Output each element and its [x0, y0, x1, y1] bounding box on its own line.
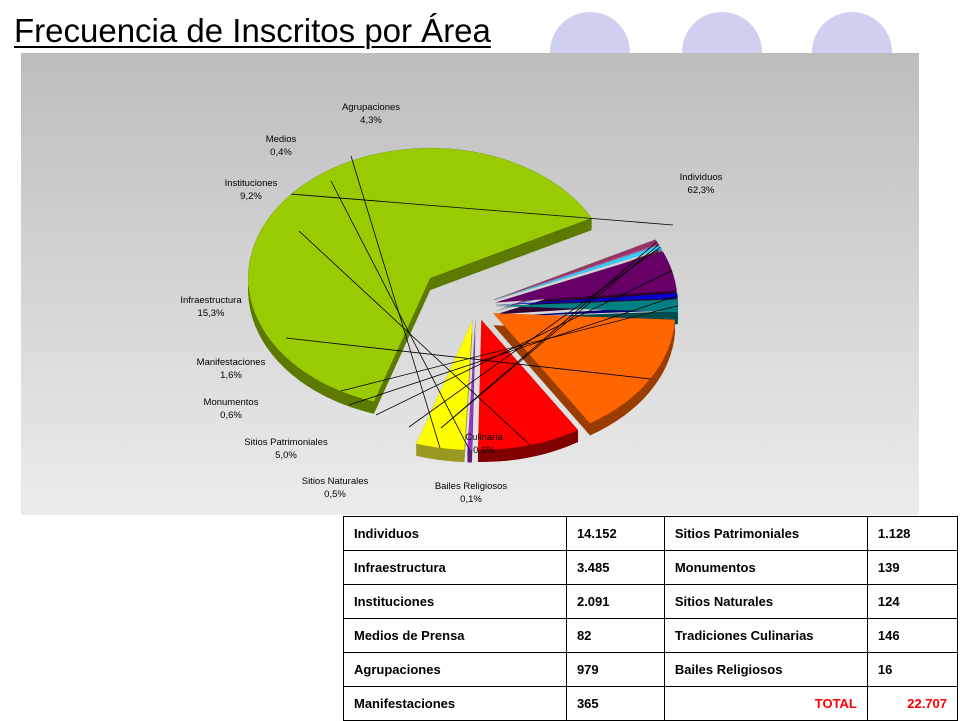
slice-percent-label: 1,6%: [220, 370, 242, 381]
slice-label: Individuos: [680, 172, 723, 183]
table-cell: 3.485: [566, 551, 664, 585]
table-cell: Infraestructura: [344, 551, 567, 585]
table-cell: Bailes Religiosos: [664, 653, 867, 687]
slice-label: Instituciones: [225, 178, 278, 189]
slice-label: Agrupaciones: [342, 102, 400, 113]
slice-label: Medios: [266, 134, 297, 145]
table-row: Infraestructura 3.485 Monumentos 139: [344, 551, 958, 585]
table-cell: Sitios Naturales: [664, 585, 867, 619]
table-cell: 2.091: [566, 585, 664, 619]
page-title: Frecuencia de Inscritos por Área: [14, 12, 491, 50]
table-cell: 14.152: [566, 517, 664, 551]
slice-percent-label: 0,4%: [270, 147, 292, 158]
table-cell: 16: [867, 653, 957, 687]
table-cell: 82: [566, 619, 664, 653]
table-cell: 365: [566, 687, 664, 721]
table-cell: Medios de Prensa: [344, 619, 567, 653]
slice-label: Monumentos: [204, 397, 259, 408]
table-cell: Individuos: [344, 517, 567, 551]
slice-percent-label: 0,5%: [324, 489, 346, 500]
table-cell: 979: [566, 653, 664, 687]
slice-label: Sitios Naturales: [302, 476, 369, 487]
table-row: Instituciones 2.091 Sitios Naturales 124: [344, 585, 958, 619]
total-value: 22.707: [867, 687, 957, 721]
slice-percent-label: 62,3%: [688, 185, 715, 196]
table-row: Individuos 14.152 Sitios Patrimoniales 1…: [344, 517, 958, 551]
data-table: Individuos 14.152 Sitios Patrimoniales 1…: [343, 516, 958, 721]
slice-label: Bailes Religiosos: [435, 481, 508, 492]
slice-percent-label: 0,1%: [460, 494, 482, 505]
table-cell: 124: [867, 585, 957, 619]
slice-percent-label: 4,3%: [360, 115, 382, 126]
total-label: TOTAL: [664, 687, 867, 721]
table-cell: 1.128: [867, 517, 957, 551]
slice-percent-label: 15,3%: [198, 308, 225, 319]
table-row: Agrupaciones 979 Bailes Religiosos 16: [344, 653, 958, 687]
slice-label: Culinaria: [465, 432, 503, 443]
slice-percent-label: 0,6%: [473, 445, 495, 456]
slice-percent-label: 0,6%: [220, 410, 242, 421]
table-row: Medios de Prensa 82 Tradiciones Culinari…: [344, 619, 958, 653]
slice-percent-label: 9,2%: [240, 191, 262, 202]
table-cell: Monumentos: [664, 551, 867, 585]
chart-panel: Individuos 62,3% Culinaria 0,6% Bailes Relig…: [21, 53, 919, 515]
table-cell: Sitios Patrimoniales: [664, 517, 867, 551]
table-cell: Manifestaciones: [344, 687, 567, 721]
slice-label: Sitios Patrimoniales: [244, 437, 328, 448]
table-cell: Instituciones: [344, 585, 567, 619]
slice-percent-label: 5,0%: [275, 450, 297, 461]
table-cell: Tradiciones Culinarias: [664, 619, 867, 653]
pie-slice-edge: [467, 450, 472, 462]
table-cell: Agrupaciones: [344, 653, 567, 687]
slice-label: Infraestructura: [180, 295, 242, 306]
table-cell: 146: [867, 619, 957, 653]
pie-chart: Individuos 62,3% Culinaria 0,6% Bailes Relig…: [21, 53, 919, 515]
slice-label: Manifestaciones: [197, 357, 266, 368]
table-row: Manifestaciones 365 TOTAL 22.707: [344, 687, 958, 721]
table-cell: 139: [867, 551, 957, 585]
